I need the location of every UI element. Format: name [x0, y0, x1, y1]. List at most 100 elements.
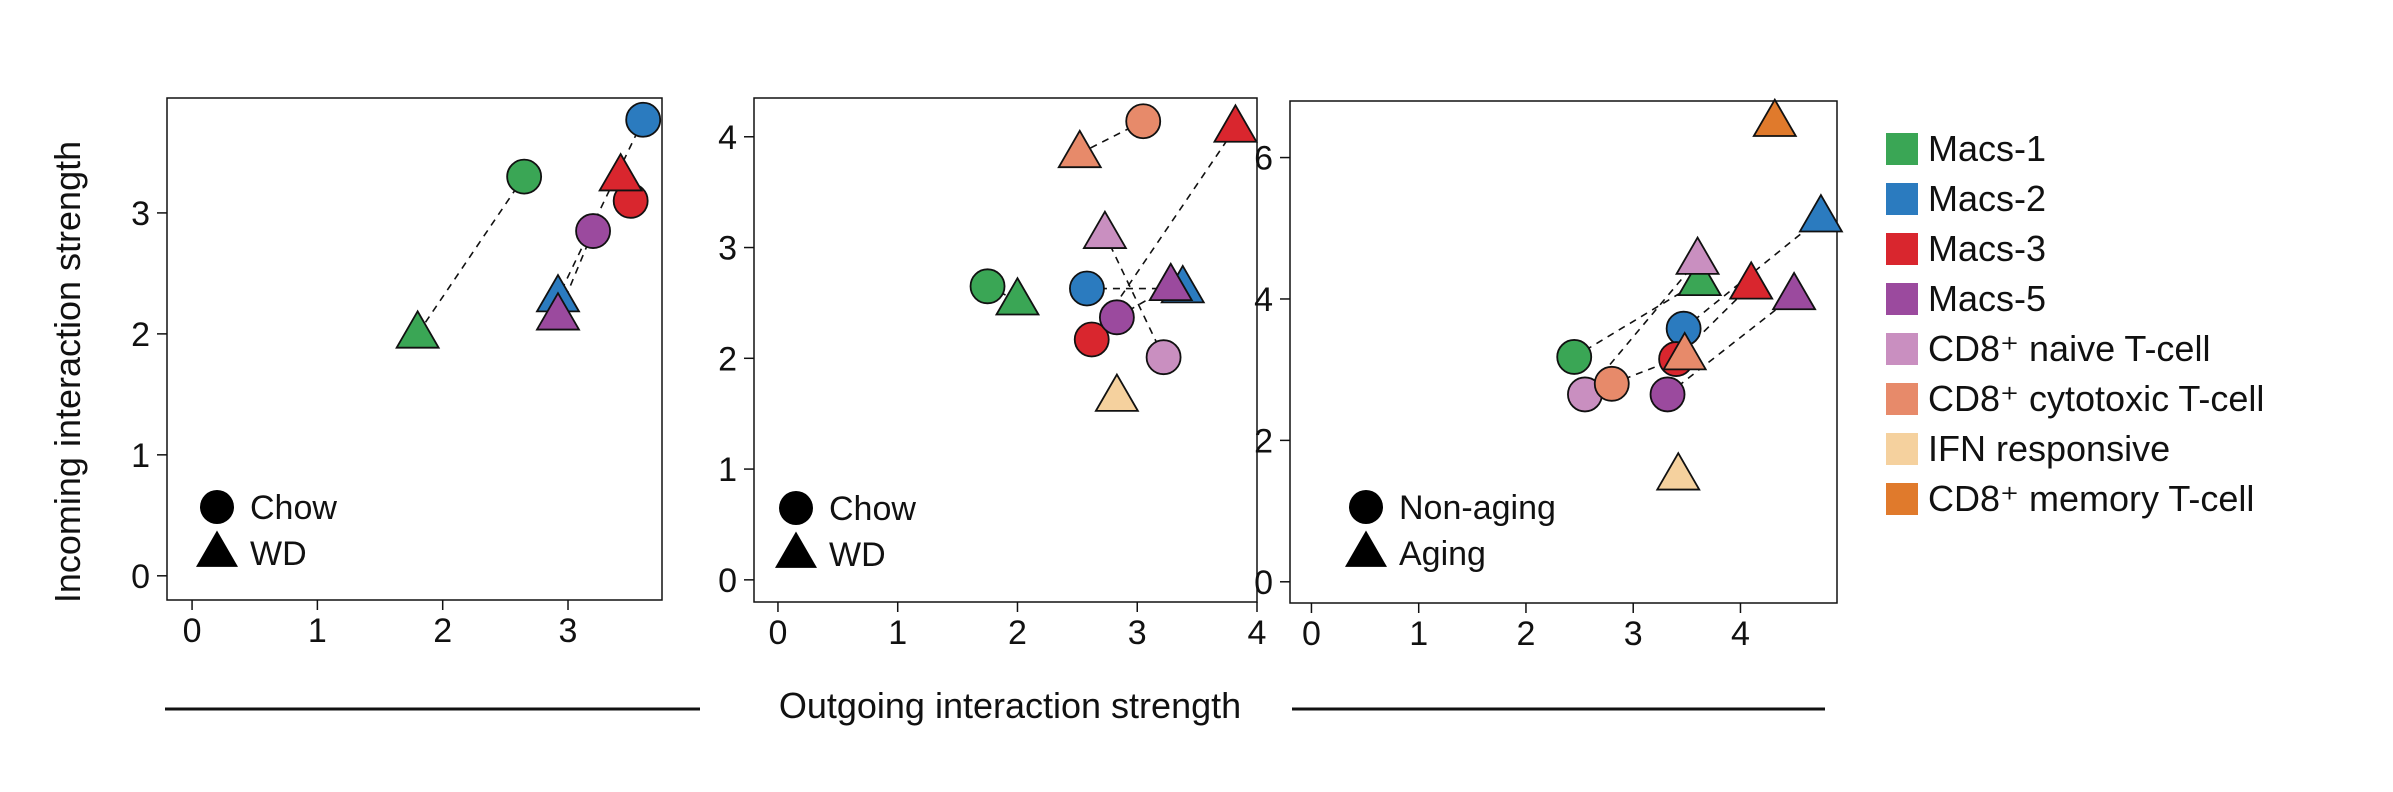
data-point-triangle	[994, 276, 1041, 316]
x-tick-label: 4	[1248, 614, 1267, 652]
data-point-circle	[1649, 376, 1686, 413]
color-legend-label: Macs-3	[1928, 228, 2046, 269]
shape-legend-label: WD	[829, 536, 886, 574]
data-point-circle	[1098, 299, 1135, 336]
y-axis-label: Incoming interaction strength	[47, 141, 88, 603]
y-tick-label: 2	[1254, 422, 1273, 460]
shape-legend-label: Non-aging	[1399, 489, 1556, 527]
y-tick-label: 2	[718, 340, 737, 378]
y-tick-label: 6	[1254, 140, 1273, 178]
shape-legend-label: WD	[250, 535, 307, 573]
scatter-panel-2: 0 1 2 3 4 0 1 2 3 4 Chow WD	[718, 97, 1267, 652]
pair-link	[1116, 285, 1172, 319]
color-legend-label: IFN responsive	[1928, 428, 2170, 469]
x-tick-label: 3	[559, 612, 578, 650]
shape-legend-label: Chow	[829, 490, 916, 528]
data-point-circle	[625, 101, 662, 138]
color-legend-label: Macs-1	[1928, 128, 2046, 169]
y-tick-label: 4	[718, 119, 737, 157]
x-axis-label: Outgoing interaction strength	[779, 685, 1241, 726]
scatter-panel-1: 0 1 2 3 0 1 2 3 Chow WD	[131, 97, 663, 650]
data-point-triangle	[535, 291, 581, 331]
x-tick-label: 0	[1302, 615, 1321, 653]
x-tick-label: 2	[1516, 615, 1535, 653]
pair-link	[1104, 233, 1165, 358]
data-point-circle	[1556, 339, 1593, 375]
color-legend-swatch	[1886, 183, 1918, 215]
x-tick-label: 1	[888, 614, 907, 652]
color-legend-swatch	[1886, 383, 1918, 415]
color-legend-swatch	[1886, 233, 1918, 265]
y-tick-label: 3	[718, 230, 737, 268]
y-tick-label: 0	[718, 562, 737, 600]
shape-legend-label: Chow	[250, 489, 337, 527]
pair-link	[416, 176, 525, 335]
data-point-circle	[575, 213, 611, 249]
shape-legend-triangle-icon	[1345, 530, 1387, 567]
x-tick-label: 1	[1409, 615, 1428, 653]
color-legend-swatch	[1886, 433, 1918, 465]
shape-legend-circle-icon	[1349, 490, 1383, 524]
data-point-triangle	[1728, 260, 1774, 300]
y-tick-label: 1	[718, 451, 737, 489]
plot-frame	[1289, 100, 1838, 604]
color-legend-label: CD8⁺ memory T-cell	[1928, 478, 2254, 519]
x-tick-label: 3	[1624, 615, 1643, 653]
x-tick-label: 4	[1731, 615, 1750, 653]
y-tick-label: 1	[131, 437, 150, 475]
x-tick-label: 3	[1128, 614, 1147, 652]
color-legend-swatch	[1886, 483, 1918, 515]
pair-link	[557, 119, 644, 298]
x-tick-label: 1	[308, 612, 327, 650]
data-point-circle	[506, 158, 543, 195]
data-point-triangle	[1655, 451, 1701, 491]
scatter-panel-3: 0 1 2 3 4 0 2 4 6 Non-aging Aging	[1254, 97, 1844, 653]
shape-legend-circle-icon	[779, 491, 813, 525]
x-tick-label: 0	[768, 614, 787, 652]
color-legend-swatch	[1886, 283, 1918, 315]
y-tick-label: 0	[1254, 564, 1273, 602]
data-point-triangle	[1752, 97, 1798, 137]
shape-legend-label: Aging	[1399, 535, 1486, 573]
data-point-triangle	[1677, 256, 1723, 297]
color-legend: Macs-1 Macs-2 Macs-3 Macs-5 CD8⁺ naive T-cel…	[1886, 128, 2264, 519]
data-point-triangle	[1675, 235, 1721, 275]
color-legend-label: Macs-2	[1928, 178, 2046, 219]
shape-legend-triangle-icon	[775, 531, 817, 568]
data-point-triangle	[395, 309, 441, 349]
color-legend-swatch	[1886, 133, 1918, 165]
data-point-circle	[969, 268, 1006, 305]
y-tick-label: 3	[131, 195, 150, 233]
shape-legend-circle-icon	[200, 490, 234, 524]
data-point-circle	[1593, 365, 1630, 402]
shape-legend-triangle-icon	[196, 530, 238, 567]
color-legend-label: CD8⁺ cytotoxic T-cell	[1928, 378, 2264, 419]
y-tick-label: 0	[131, 558, 150, 596]
pair-link	[1683, 217, 1822, 330]
pair-link	[1667, 294, 1795, 396]
plot-frame	[166, 97, 663, 601]
data-point-triangle	[1212, 103, 1259, 143]
data-point-circle	[1069, 270, 1105, 307]
data-point-triangle	[1148, 261, 1194, 302]
color-legend-label: CD8⁺ naive T-cell	[1928, 328, 2210, 369]
color-legend-label: Macs-5	[1928, 278, 2046, 319]
x-tick-label: 2	[433, 612, 452, 650]
data-point-triangle	[1082, 209, 1128, 249]
x-tick-label: 0	[183, 612, 202, 650]
data-point-triangle	[598, 152, 644, 192]
data-point-circle	[1145, 339, 1182, 376]
data-point-circle	[1073, 321, 1110, 358]
data-point-triangle	[1094, 372, 1140, 412]
y-tick-label: 4	[1254, 281, 1273, 319]
plot-frame	[753, 97, 1258, 603]
y-tick-label: 2	[131, 316, 150, 354]
data-point-triangle	[1057, 129, 1103, 169]
color-legend-swatch	[1886, 333, 1918, 365]
x-tick-label: 2	[1008, 614, 1027, 652]
data-point-triangle	[1798, 193, 1844, 233]
data-point-circle	[1125, 103, 1162, 140]
data-point-triangle	[1771, 271, 1817, 311]
